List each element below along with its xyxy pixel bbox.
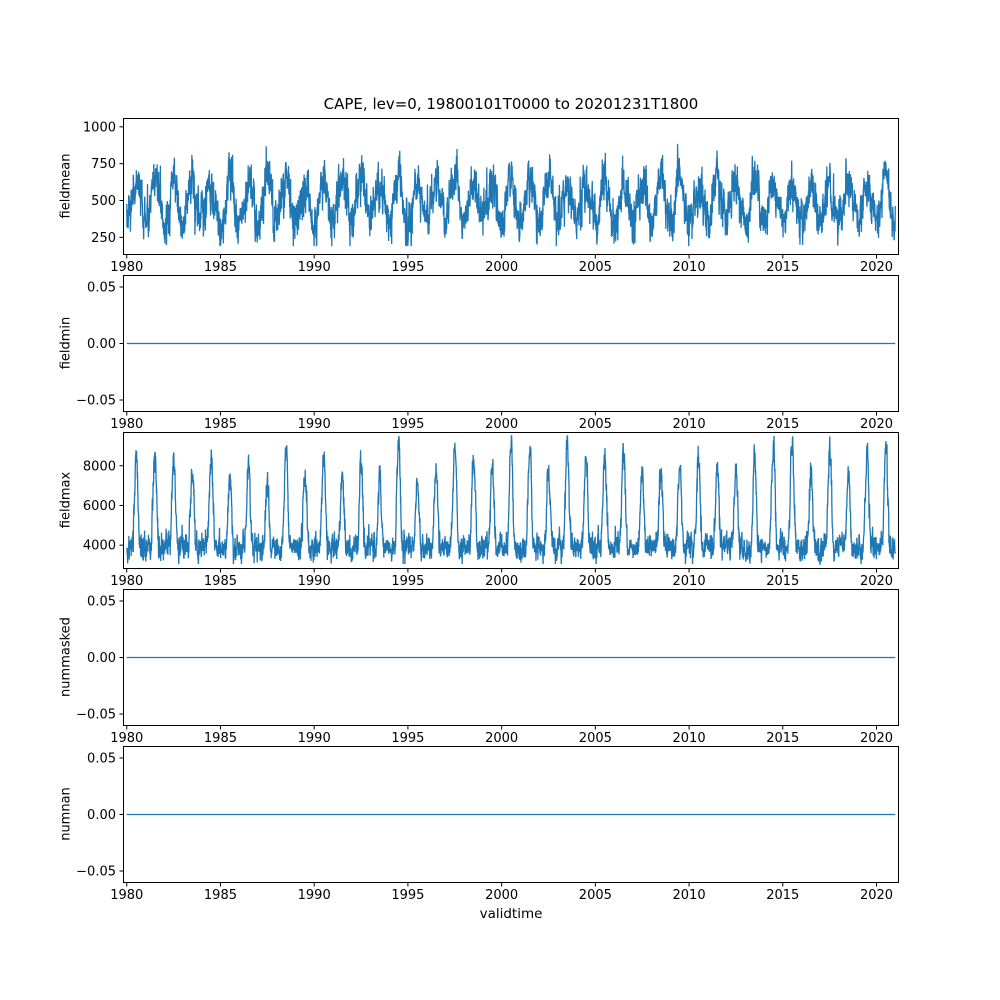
plot-area-fieldmean: 250 500 750 1000 1980 1985 1990 1995 2000 2005 201… (83, 118, 899, 275)
data-line-fieldmax (126, 434, 896, 565)
x-tick-label: 1995 (391, 888, 424, 903)
x-tick-label: 1985 (204, 731, 237, 746)
axes-frame (123, 118, 899, 255)
subplot-fieldmean: fieldmean 250 500 750 1000 1980 1985 1990 1995 2… (0, 118, 1000, 275)
y-tick-label: 250 (91, 231, 116, 246)
x-tick-label: 1990 (298, 574, 331, 589)
x-tick-label: 2020 (860, 888, 893, 903)
y-tick-label: 0.05 (87, 594, 116, 609)
x-tick-label: 1985 (204, 574, 237, 589)
x-tick-label: 2010 (673, 417, 706, 432)
y-tick-label: 750 (91, 157, 116, 172)
subplot-numnan: numnan 0.05 0.00 −0.05 1980 1985 1990 1995 2000… (0, 746, 1000, 903)
x-tick-label: 2000 (485, 888, 518, 903)
x-tick-label: 2015 (766, 731, 799, 746)
plot-area-fieldmax: 4000 6000 8000 1980 1985 1990 1995 2000 2005 2010… (83, 432, 899, 589)
y-tick-label: 8000 (83, 459, 116, 474)
x-tick-label: 1985 (204, 888, 237, 903)
x-tick-label: 2015 (766, 417, 799, 432)
x-tick-label: 2010 (673, 888, 706, 903)
x-tick-label: 1995 (391, 574, 424, 589)
plot-area-fieldmin: 0.05 0.00 −0.05 1980 1985 1990 1995 2000 2005 201… (76, 275, 899, 432)
x-tick-label: 2020 (860, 260, 893, 275)
x-tick-label: 2020 (860, 417, 893, 432)
x-tick-label: 1985 (204, 417, 237, 432)
y-tick-label: 0.00 (87, 808, 116, 823)
x-tick-label: 2000 (485, 260, 518, 275)
x-tick-label: 2020 (860, 574, 893, 589)
x-axis-label: validtime (479, 906, 543, 922)
x-tick-label: 2005 (579, 260, 612, 275)
y-tick-label: 0.00 (87, 651, 116, 666)
y-tick-label: 4000 (83, 539, 116, 554)
axes-frame (123, 432, 899, 569)
x-tick-label: 1995 (391, 260, 424, 275)
subplot-nummasked: nummasked 0.05 0.00 −0.05 1980 1985 1990 1995 2… (0, 589, 1000, 746)
x-tick-label: 1980 (110, 417, 143, 432)
x-tick-label: 2015 (766, 574, 799, 589)
x-tick-label: 2010 (673, 731, 706, 746)
plot-area-nummasked: 0.05 0.00 −0.05 1980 1985 1990 1995 2000 2005 201… (76, 589, 899, 746)
x-tick-label: 1990 (298, 731, 331, 746)
x-tick-label: 1990 (298, 417, 331, 432)
y-tick-label: 1000 (83, 120, 116, 135)
x-tick-label: 2005 (579, 574, 612, 589)
x-tick-label: 2000 (485, 417, 518, 432)
x-tick-label: 1990 (298, 888, 331, 903)
x-tick-label: 1990 (298, 260, 331, 275)
x-tick-label: 1980 (110, 574, 143, 589)
axes-frame (123, 589, 899, 726)
x-tick-label: 2020 (860, 731, 893, 746)
x-tick-label: 1980 (110, 260, 143, 275)
x-tick-label: 1985 (204, 260, 237, 275)
x-tick-label: 2010 (673, 574, 706, 589)
y-tick-label: 0.05 (87, 751, 116, 766)
y-tick-label: 500 (91, 194, 116, 209)
x-tick-label: 2005 (579, 417, 612, 432)
axes-frame (123, 275, 899, 412)
plot-area-numnan: 0.05 0.00 −0.05 1980 1985 1990 1995 2000 2005 201… (76, 746, 899, 903)
y-tick-label: −0.05 (76, 865, 116, 880)
data-line-fieldmean (126, 143, 896, 247)
x-tick-label: 2010 (673, 260, 706, 275)
x-tick-label: 2015 (766, 888, 799, 903)
x-tick-label: 2000 (485, 731, 518, 746)
x-tick-label: 1980 (110, 731, 143, 746)
x-tick-label: 1995 (391, 731, 424, 746)
x-tick-label: 2005 (579, 731, 612, 746)
y-tick-label: 0.05 (87, 280, 116, 295)
x-tick-label: 1980 (110, 888, 143, 903)
y-tick-label: −0.05 (76, 708, 116, 723)
x-tick-label: 2015 (766, 260, 799, 275)
subplot-fieldmin: fieldmin 0.05 0.00 −0.05 1980 1985 1990 1995 20… (0, 275, 1000, 432)
chart-title: CAPE, lev=0, 19800101T0000 to 20201231T1… (323, 95, 699, 113)
y-tick-label: 6000 (83, 499, 116, 514)
x-tick-label: 2005 (579, 888, 612, 903)
axes-frame (123, 746, 899, 883)
x-tick-label: 1995 (391, 417, 424, 432)
subplot-fieldmax: fieldmax 4000 6000 8000 1980 1985 1990 1995 200… (0, 432, 1000, 589)
y-tick-label: 0.00 (87, 337, 116, 352)
y-tick-label: −0.05 (76, 394, 116, 409)
x-tick-label: 2000 (485, 574, 518, 589)
